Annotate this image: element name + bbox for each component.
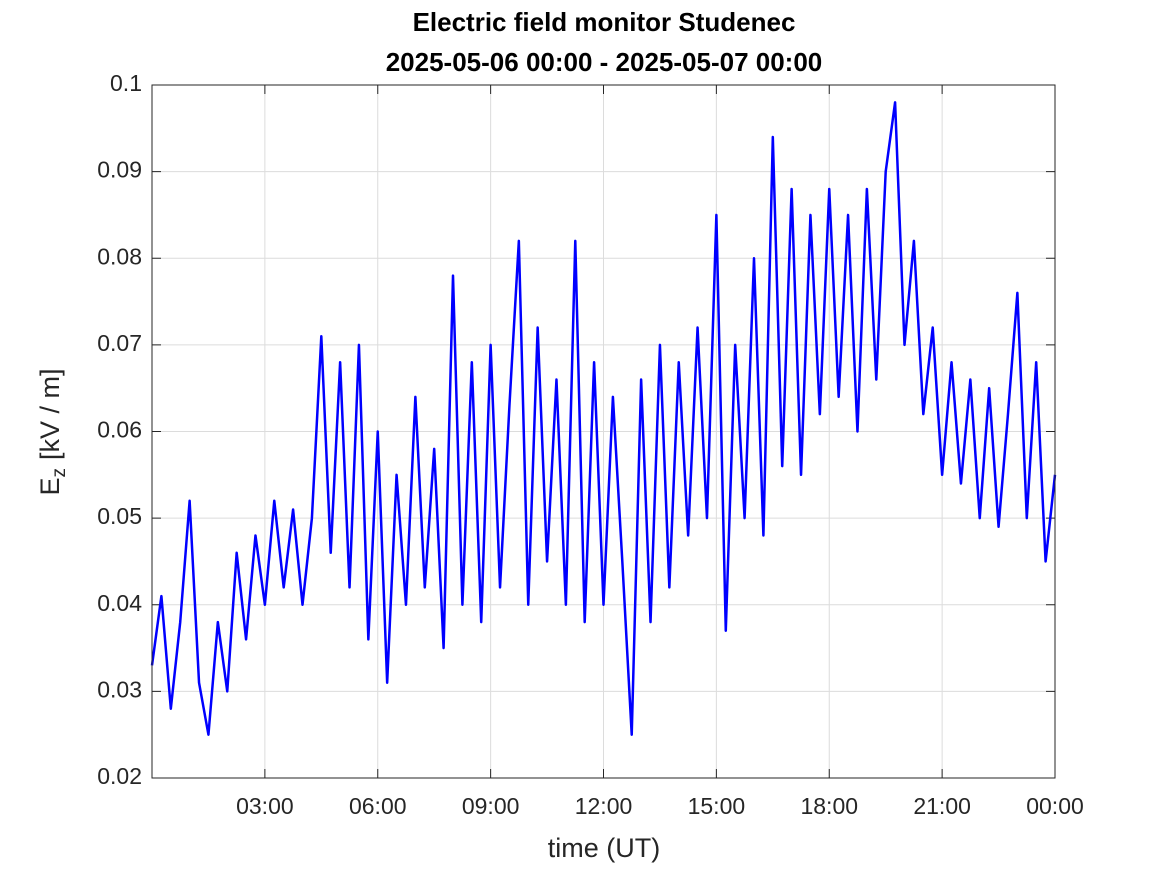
chart-title: Electric field monitor Studenec bbox=[413, 7, 796, 37]
y-label-unit: [kV / m] bbox=[35, 368, 65, 460]
y-axis-label: Ez [kV / m] bbox=[35, 368, 70, 495]
y-tick-label: 0.07 bbox=[97, 330, 142, 356]
x-tick-label: 06:00 bbox=[349, 793, 407, 819]
y-label-main: E bbox=[35, 478, 65, 496]
y-tick-label: 0.03 bbox=[97, 676, 142, 702]
y-tick-label: 0.04 bbox=[97, 590, 142, 616]
x-tick-label: 21:00 bbox=[913, 793, 971, 819]
x-axis-label: time (UT) bbox=[548, 833, 660, 863]
chart-subtitle: 2025-05-06 00:00 - 2025-05-07 00:00 bbox=[386, 47, 823, 77]
y-tick-label: 0.08 bbox=[97, 243, 142, 269]
data-line bbox=[150, 101, 1057, 736]
y-tick-label: 0.09 bbox=[97, 157, 142, 183]
x-tick-label: 12:00 bbox=[575, 793, 633, 819]
x-tick-label: 18:00 bbox=[800, 793, 858, 819]
y-tick-label: 0.02 bbox=[97, 763, 142, 789]
y-label-sub: z bbox=[49, 468, 70, 478]
plot-frame bbox=[151, 84, 1056, 779]
y-tick-label: 0.06 bbox=[97, 417, 142, 443]
x-tick-label: 03:00 bbox=[236, 793, 294, 819]
x-tick-label: 00:00 bbox=[1026, 793, 1084, 819]
x-tick-label: 15:00 bbox=[688, 793, 746, 819]
x-tick-label: 09:00 bbox=[462, 793, 520, 819]
y-tick-label: 0.1 bbox=[110, 70, 142, 96]
y-tick-label: 0.05 bbox=[97, 503, 142, 529]
